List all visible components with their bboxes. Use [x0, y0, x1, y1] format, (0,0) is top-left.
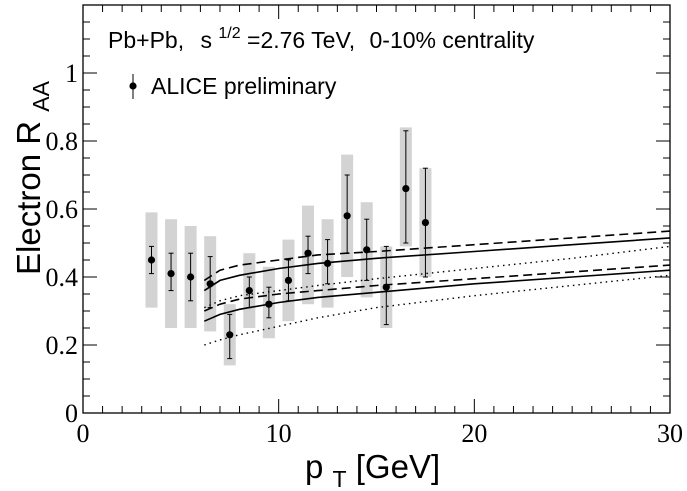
x-axis-title: p T [GeV] — [305, 448, 440, 491]
data-points — [147, 185, 430, 339]
data-point-12 — [382, 283, 390, 291]
model-curve-dotted-upper — [204, 245, 671, 309]
y-tick-label-0: 0 — [65, 399, 78, 428]
model-curve-dotted-lower — [204, 274, 671, 346]
data-point-10 — [343, 212, 351, 220]
y-axis-title-sub: AA — [28, 80, 54, 111]
title-energy-exponent: 1/2 — [218, 25, 240, 42]
data-point-6 — [265, 300, 273, 308]
model-curve-dashed-upper — [203, 230, 671, 282]
model-curve-solid-lower — [203, 269, 671, 322]
title-energy-value: =2.76 TeV, — [247, 27, 355, 53]
data-point-1 — [167, 270, 175, 278]
model-curves — [203, 230, 671, 346]
y-tick-label-0.8: 0.8 — [46, 127, 79, 156]
data-point-14 — [421, 219, 430, 227]
systematic-boxes — [145, 127, 432, 366]
legend-label: ALICE preliminary — [151, 73, 337, 99]
title-energy-prefix: s — [200, 27, 212, 53]
data-point-2 — [187, 273, 195, 281]
y-axis-title: Electron R AA — [10, 80, 54, 275]
title-centrality: 0-10% centrality — [370, 27, 535, 53]
x-tick-label-30: 30 — [657, 419, 683, 448]
x-tick-label-10: 10 — [266, 419, 292, 448]
data-point-3 — [206, 280, 214, 288]
data-point-4 — [226, 331, 234, 339]
data-point-5 — [245, 287, 253, 295]
x-axis-title-unit: [GeV] — [356, 448, 440, 485]
x-axis-title-sub: T — [333, 466, 347, 491]
model-curve-solid-upper — [203, 237, 671, 292]
x-tick-label-20: 20 — [461, 419, 487, 448]
y-tick-label-1: 1 — [65, 59, 78, 88]
axis-tick-labels: 0 10 20 30 0 0.2 0.4 0.6 0.8 1 — [46, 59, 684, 448]
data-point-8 — [304, 249, 312, 257]
data-point-11 — [363, 246, 371, 254]
y-axis-title-main: Electron R — [10, 121, 47, 275]
legend: ALICE preliminary — [129, 73, 337, 99]
y-tick-label-0.6: 0.6 — [46, 195, 79, 224]
title-system: Pb+Pb, — [108, 27, 184, 53]
data-point-0 — [147, 256, 156, 264]
chart-title: Pb+Pb, s 1/2 =2.76 TeV, 0-10% centrality — [108, 17, 535, 53]
legend-marker — [129, 82, 137, 90]
data-point-13 — [402, 185, 410, 193]
axis-ticks — [82, 4, 671, 414]
x-axis-title-main: p — [305, 448, 323, 485]
data-point-9 — [323, 259, 332, 267]
y-tick-label-0.2: 0.2 — [46, 331, 79, 360]
y-tick-label-0.4: 0.4 — [46, 263, 79, 292]
model-curve-dashed-lower — [203, 264, 671, 312]
x-tick-label-0: 0 — [77, 419, 90, 448]
data-point-7 — [284, 276, 293, 284]
